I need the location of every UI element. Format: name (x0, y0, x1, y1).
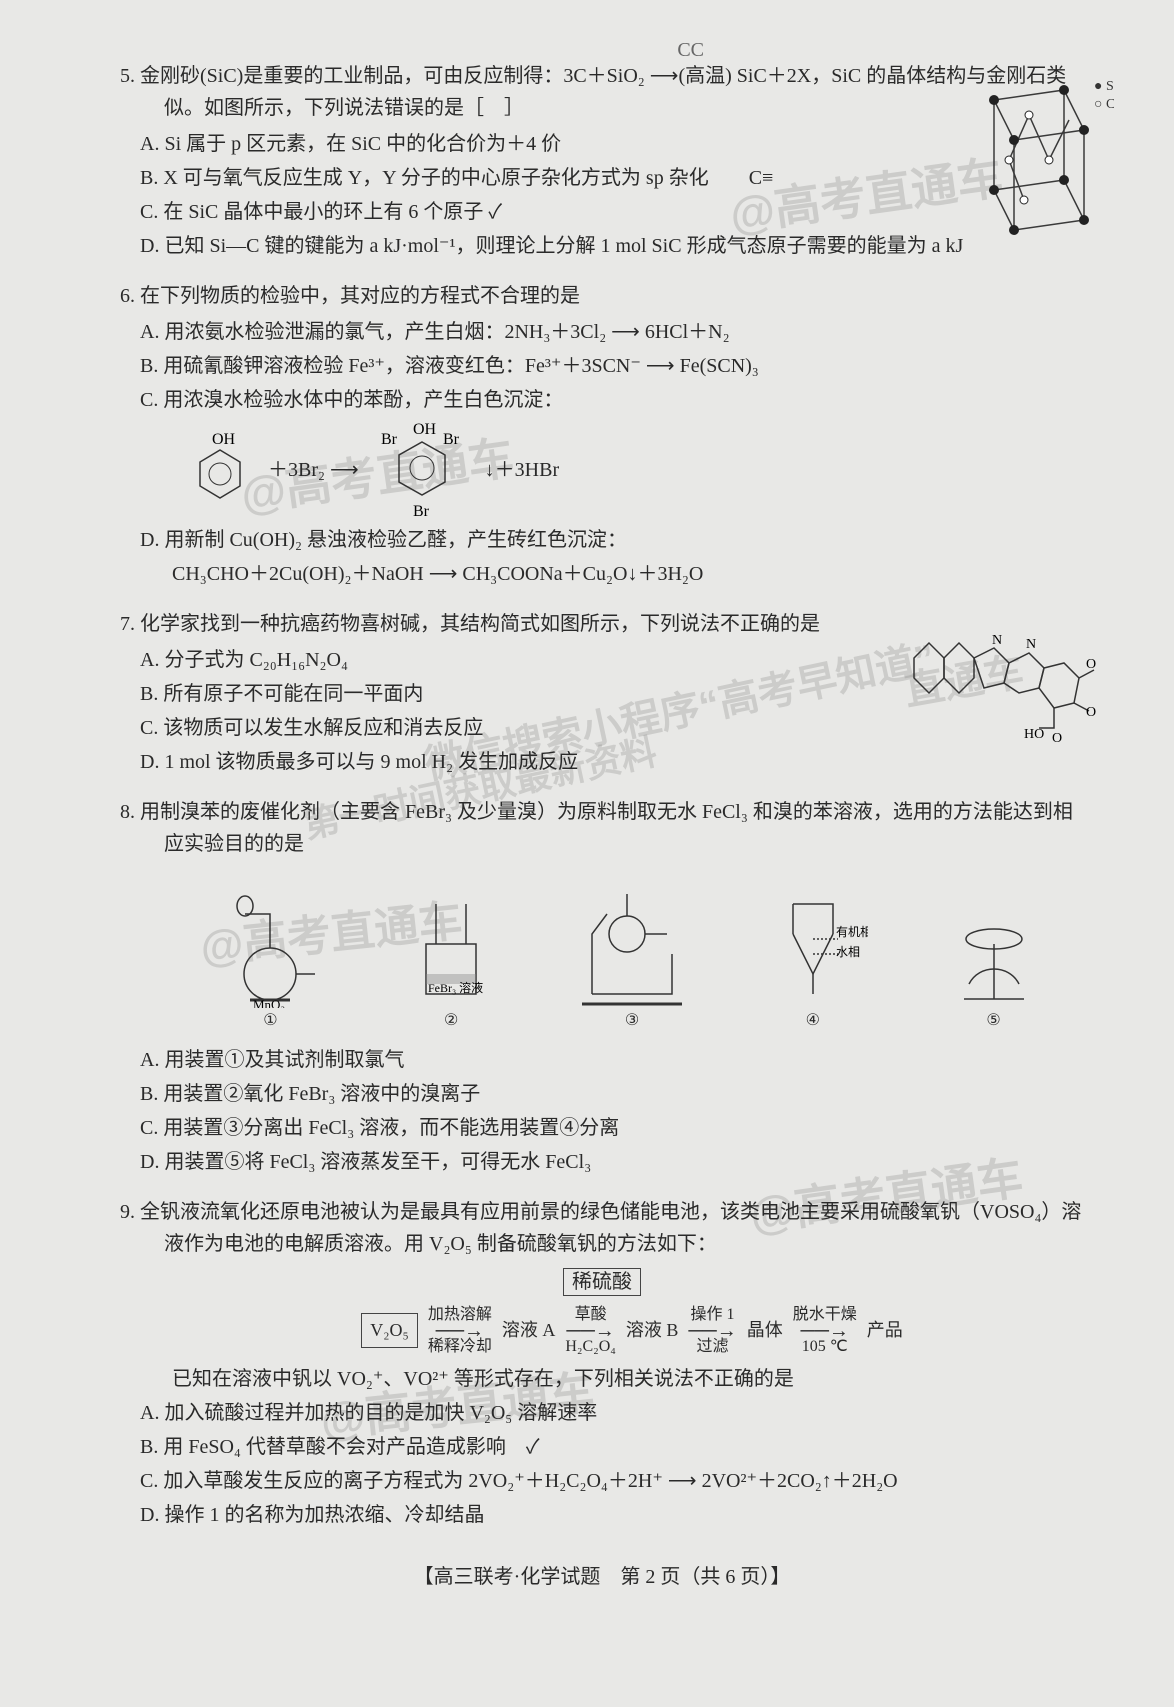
q6-opt-A: A. 用浓氨水检验泄漏的氯气，产生白烟：2NH₃＋3Cl₂ ⟶ 6HCl＋N₂ (120, 316, 1084, 348)
q5-opt-B: B. X 可与氧气反应生成 Y，Y 分子的中心原子杂化方式为 sp 杂化 C≡ (120, 162, 1084, 194)
svg-text:Br: Br (413, 503, 430, 518)
q9-opt-D: D. 操作 1 的名称为加热浓缩、冷却结晶 (120, 1499, 1084, 1531)
svg-text:OH: OH (212, 432, 236, 448)
q8-opt-D: D. 用装置⑤将 FeCl₃ 溶液蒸发至干，可得无水 FeCl₃ (120, 1146, 1084, 1178)
flow-arrow-4: 脱水干燥──→105 ℃ (793, 1306, 857, 1355)
phenol-reaction: OH ＋3Br₂ ⟶ OH Br Br Br ↓＋3HBr (120, 422, 1084, 518)
flow-v2o5: V₂O₅ (361, 1313, 418, 1348)
q9-opt-C: C. 加入草酸发生反应的离子方程式为 2VO₂⁺＋H₂C₂O₄＋2H⁺ ⟶ 2V… (120, 1465, 1084, 1497)
q6-opt-C: C. 用浓溴水检验水体中的苯酚，产生白色沉淀： (120, 384, 1084, 416)
crystal-svg: ● Si ○ C (954, 60, 1114, 240)
q9-stem: 9. 全钒液流氧化还原电池被认为是最具有应用前景的绿色储能电池，该类电池主要采用… (120, 1196, 1084, 1260)
q6-aldehyde-rxn: CH₃CHO＋2Cu(OH)₂＋NaOH ⟶ CH₃COONa＋Cu₂O↓＋3H… (120, 558, 1084, 590)
question-7: N N O O O HO 7. 化学家找到一种抗癌药物喜树碱，其结构简式如图所示… (120, 608, 1084, 778)
svg-text:HO: HO (1024, 727, 1044, 742)
phenol-ring-icon: OH (190, 432, 250, 508)
apparatus-4: 有机相 水相 ④ (748, 884, 878, 1034)
question-5: ● Si ○ C 5. 金刚砂(SiC)是重要的工业制品，可由反应制得：3C＋S… (120, 60, 1084, 262)
apparatus-2: FeBr₃ 溶液 ② (386, 884, 516, 1034)
apparatus-5: ⑤ (929, 884, 1059, 1034)
apparatus-3-label: ③ (625, 1008, 639, 1034)
q6-stem: 6. 在下列物质的检验中，其对应的方程式不合理的是 (120, 280, 1084, 312)
q8-stem: 8. 用制溴苯的废催化剂（主要含 FeBr₃ 及少量溴）为原料制取无水 FeCl… (120, 796, 1084, 860)
page-container: CC @高考直通车 @高考直通车 微信搜索小程序“高考早知道” 直通车 第一时间… (120, 60, 1084, 1667)
svg-text:Br: Br (443, 431, 460, 448)
svg-text:O: O (1052, 731, 1062, 746)
question-8: 8. 用制溴苯的废催化剂（主要含 FeBr₃ 及少量溴）为原料制取无水 FeCl… (120, 796, 1084, 1178)
camptothecin-structure: N N O O O HO (904, 608, 1104, 748)
apparatus-4-label: ④ (806, 1008, 820, 1034)
svg-text:N: N (1026, 637, 1036, 652)
camptothecin-svg: N N O O O HO (904, 608, 1104, 748)
apparatus-1: MnO₂ ① (205, 884, 335, 1034)
apparatus-5-label: ⑤ (986, 1008, 1000, 1034)
q9-line2: 已知在溶液中钒以 VO₂⁺、VO²⁺ 等形式存在，下列相关说法不正确的是 (120, 1363, 1084, 1395)
q9-opt-A: A. 加入硫酸过程并加热的目的是加快 V₂O₅ 溶解速率 (120, 1397, 1084, 1429)
apparatus-3: ③ (567, 884, 697, 1034)
question-6: 6. 在下列物质的检验中，其对应的方程式不合理的是 A. 用浓氨水检验泄漏的氯气… (120, 280, 1084, 590)
svg-text:MnO₂: MnO₂ (253, 997, 285, 1008)
svg-text:O: O (1086, 657, 1096, 672)
svg-text:水相: 水相 (836, 945, 860, 959)
q5-opt-C: C. 在 SiC 晶体中最小的环上有 6 个原子 ✓ (120, 196, 1084, 228)
flow-crystal: 晶体 (747, 1316, 783, 1345)
question-9: 9. 全钒液流氧化还原电池被认为是最具有应用前景的绿色储能电池，该类电池主要采用… (120, 1196, 1084, 1531)
flow-solA: 溶液 A (502, 1316, 556, 1345)
flow-arrow-1: 加热溶解──→稀释冷却 (428, 1306, 492, 1355)
flow-h2so4: 稀硫酸 (563, 1268, 641, 1296)
svg-text:○ C: ○ C (1094, 97, 1114, 112)
q5-opt-A: A. Si 属于 p 区元素，在 SiC 中的化合价为＋4 价 (120, 128, 1084, 160)
q7-opt-D: D. 1 mol 该物质最多可以与 9 mol H₂ 发生加成反应 (120, 746, 1084, 778)
tribromophenol-ring-icon: OH Br Br Br (377, 422, 467, 518)
flow-arrow-2: 草酸──→H₂C₂O₄ (565, 1306, 616, 1355)
svg-text:● Si: ● Si (1094, 79, 1114, 94)
apparatus-row: MnO₂ ① FeBr₃ 溶液 ② ③ (120, 864, 1084, 1044)
q9-flowchart: V₂O₅ 加热溶解──→稀释冷却 溶液 A 草酸──→H₂C₂O₄ 溶液 B 操… (120, 1306, 1084, 1355)
q9-opt-B: B. 用 FeSO₄ 代替草酸不会对产品造成影响 ✓ (120, 1431, 1084, 1463)
flow-product: 产品 (867, 1316, 903, 1345)
apparatus-2-label: ② (444, 1008, 458, 1034)
apparatus-1-label: ① (263, 1008, 277, 1034)
q6-opt-D: D. 用新制 Cu(OH)₂ 悬浊液检验乙醛，产生砖红色沉淀： (120, 524, 1084, 556)
q6-opt-B: B. 用硫氰酸钾溶液检验 Fe³⁺，溶液变红色：Fe³⁺＋3SCN⁻ ⟶ Fe(… (120, 350, 1084, 382)
sic-crystal-figure: ● Si ○ C (954, 60, 1114, 240)
svg-text:有机相: 有机相 (836, 925, 868, 939)
flow-arrow-3: 操作 1──→过滤 (688, 1306, 736, 1355)
q8-opt-A: A. 用装置①及其试剂制取氯气 (120, 1044, 1084, 1076)
q5-opt-D: D. 已知 Si—C 键的键能为 a kJ·mol⁻¹，则理论上分解 1 mol… (120, 230, 1084, 262)
q5-stem: 5. 金刚砂(SiC)是重要的工业制品，可由反应制得：3C＋SiO₂ ⟶(高温)… (120, 60, 1084, 124)
svg-text:OH: OH (413, 422, 437, 438)
page-footer: 【高三联考·化学试题 第 2 页（共 6 页）】 (120, 1561, 1084, 1593)
svg-text:Br: Br (381, 431, 398, 448)
svg-text:N: N (992, 633, 1002, 648)
phenol-left-text: ＋3Br₂ ⟶ (268, 454, 359, 486)
phenol-right-text: ↓＋3HBr (485, 454, 559, 486)
q8-opt-C: C. 用装置③分离出 FeCl₃ 溶液，而不能选用装置④分离 (120, 1112, 1084, 1144)
svg-text:O: O (1086, 705, 1096, 720)
svg-text:FeBr₃ 溶液: FeBr₃ 溶液 (428, 980, 483, 995)
flow-solB: 溶液 B (626, 1316, 679, 1345)
q8-opt-B: B. 用装置②氧化 FeBr₃ 溶液中的溴离子 (120, 1078, 1084, 1110)
